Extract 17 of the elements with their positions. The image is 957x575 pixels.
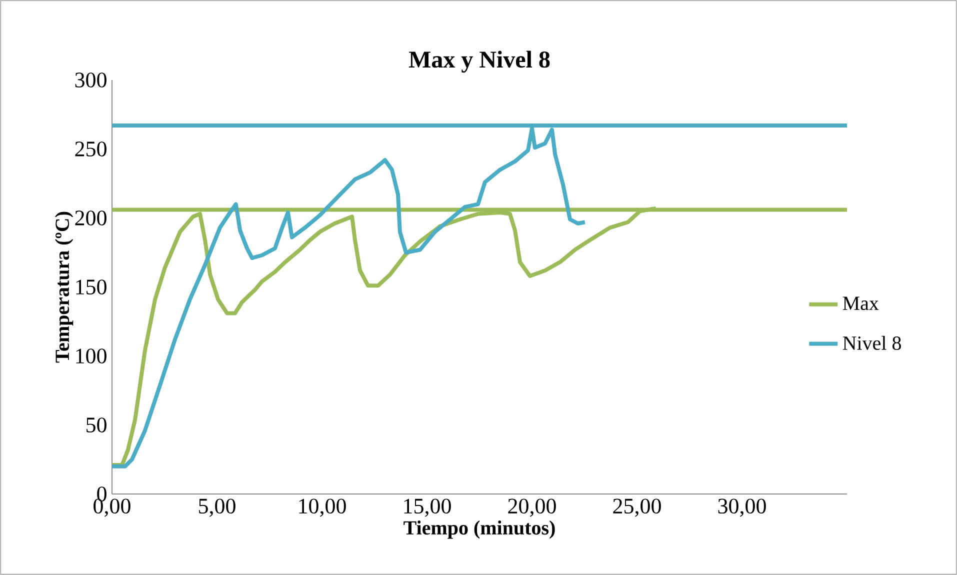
x-tick-label: 20,00 — [508, 498, 556, 517]
y-tick-label: 200 — [75, 210, 106, 226]
x-tick-label: 15,00 — [404, 498, 451, 517]
legend-label: Nivel 8 — [842, 336, 901, 350]
y-tick-label: 100 — [76, 348, 106, 364]
y-tick-label: 50 — [86, 418, 106, 432]
x-tick-label: 25,00 — [613, 498, 661, 517]
x-tick-label: 5,00 — [199, 498, 236, 517]
y-tick-label: 300 — [75, 72, 106, 88]
x-tick-label: 30,00 — [718, 498, 766, 517]
legend-label: Max — [842, 296, 879, 310]
chart-title: Max y Nivel 8 — [408, 50, 550, 73]
y-tick-label: 150 — [76, 280, 106, 294]
y-tick-label: 250 — [75, 142, 106, 156]
x-axis-title: Tiempo (minutos) — [404, 520, 555, 539]
x-tick-label: 10,00 — [299, 498, 346, 517]
y-axis-title: Temperatura (ºC) — [55, 212, 74, 363]
